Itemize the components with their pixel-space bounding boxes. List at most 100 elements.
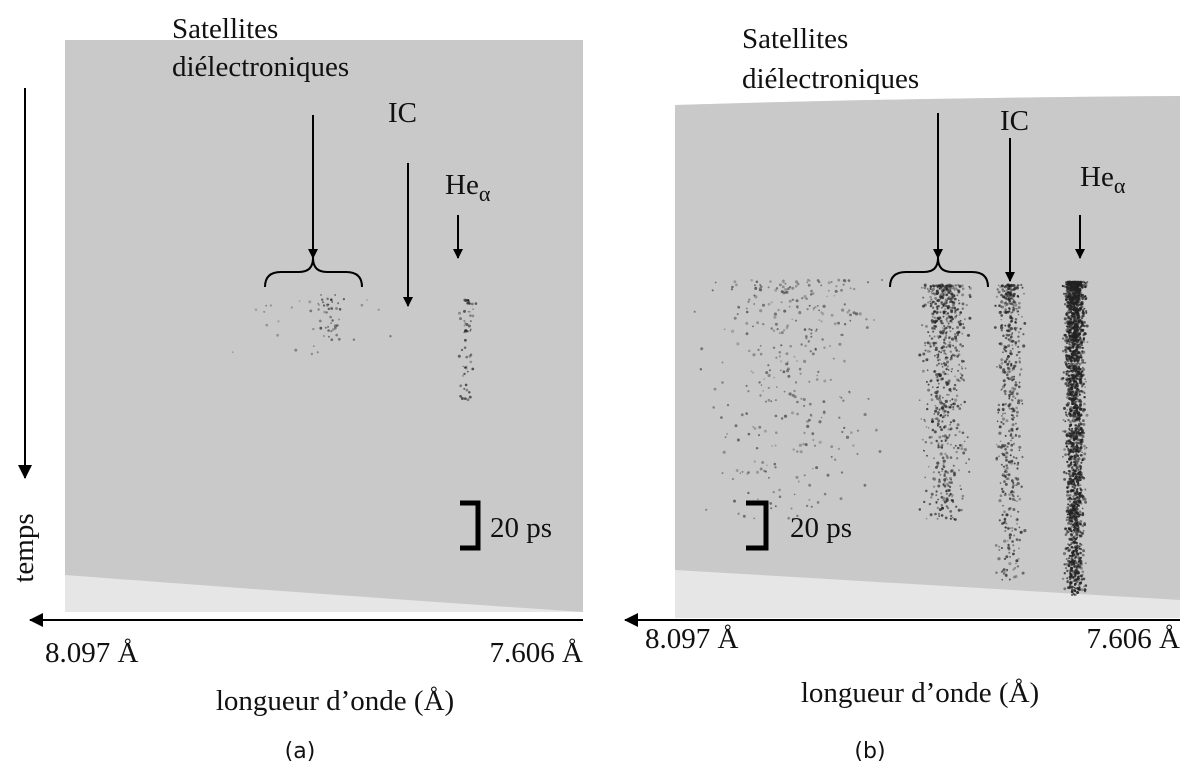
dot: [961, 307, 964, 310]
dot: [1077, 336, 1080, 339]
dot: [765, 400, 767, 403]
dot: [817, 280, 821, 284]
dot: [331, 301, 334, 303]
dot: [1074, 342, 1077, 346]
dot: [945, 317, 949, 320]
dot: [838, 342, 842, 346]
dot: [960, 366, 963, 368]
dot: [741, 471, 744, 473]
dot: [1070, 507, 1073, 511]
dot: [924, 476, 927, 479]
dot: [1008, 393, 1011, 397]
dot: [1085, 284, 1088, 287]
dot: [705, 508, 708, 511]
dot: [1003, 570, 1006, 574]
dot: [949, 330, 952, 333]
dot: [1017, 461, 1020, 464]
dot: [1078, 510, 1082, 513]
dot: [1071, 505, 1073, 507]
dot: [1015, 484, 1018, 487]
dot: [937, 305, 940, 308]
dot: [934, 409, 938, 413]
dot: [927, 427, 930, 429]
dot: [997, 408, 1001, 412]
dot: [1079, 479, 1082, 481]
dot: [733, 316, 737, 320]
dot: [1021, 455, 1024, 458]
dot: [838, 416, 841, 419]
dot: [798, 311, 802, 315]
dot: [1017, 331, 1021, 334]
dot: [759, 283, 762, 286]
dot: [1072, 320, 1075, 323]
dot: [1070, 561, 1073, 564]
dot: [935, 312, 939, 315]
dot: [820, 311, 823, 314]
dot: [1076, 499, 1080, 503]
dot: [1014, 341, 1018, 344]
dot: [1081, 311, 1085, 315]
dot: [755, 470, 760, 474]
dot: [1078, 535, 1081, 538]
dot: [336, 324, 339, 327]
dot: [802, 398, 806, 401]
dot: [1010, 288, 1013, 292]
dot: [1000, 463, 1003, 466]
dot: [1009, 327, 1014, 331]
dot: [1066, 346, 1069, 350]
dot: [956, 326, 959, 329]
dot: [932, 292, 935, 295]
dot: [752, 426, 755, 428]
dot: [1069, 281, 1073, 284]
dot: [947, 435, 951, 438]
dot: [952, 402, 955, 405]
dot: [1078, 431, 1081, 434]
dot: [783, 309, 787, 313]
dot: [929, 295, 932, 299]
dot: [1002, 379, 1006, 383]
dot: [933, 316, 937, 320]
dot: [796, 412, 799, 416]
dot: [1080, 578, 1084, 581]
dot: [934, 354, 936, 357]
dot: [842, 279, 845, 281]
dot: [1012, 306, 1014, 309]
dot: [1079, 473, 1082, 477]
dot: [1001, 522, 1004, 525]
dot: [933, 310, 936, 313]
dot: [932, 330, 935, 333]
dot: [1073, 378, 1076, 381]
dot: [1066, 506, 1070, 509]
dot: [1072, 495, 1075, 498]
dot: [803, 295, 807, 299]
dot: [808, 279, 811, 282]
dot: [1070, 392, 1074, 396]
dot: [1007, 310, 1010, 313]
dot: [940, 439, 943, 443]
dot: [1007, 367, 1011, 371]
scale-bracket: [460, 500, 481, 551]
dot: [757, 498, 759, 501]
dot: [950, 285, 953, 288]
dot: [1008, 293, 1012, 297]
dot: [464, 365, 468, 369]
dot: [949, 510, 953, 513]
dot: [780, 417, 784, 420]
dot: [941, 443, 944, 446]
dot: [925, 325, 928, 328]
dot: [923, 500, 926, 504]
dot: [1007, 338, 1010, 341]
dot: [954, 444, 957, 447]
dot: [1085, 380, 1087, 383]
dot: [1018, 381, 1021, 384]
dot: [795, 475, 799, 479]
dot: [998, 365, 1003, 369]
dot: [965, 462, 967, 464]
dot: [1066, 376, 1069, 379]
dot: [1068, 324, 1072, 328]
dot: [936, 506, 940, 510]
dot: [1065, 378, 1068, 381]
dot: [745, 321, 749, 325]
dot: [964, 367, 967, 370]
dot: [946, 306, 950, 310]
